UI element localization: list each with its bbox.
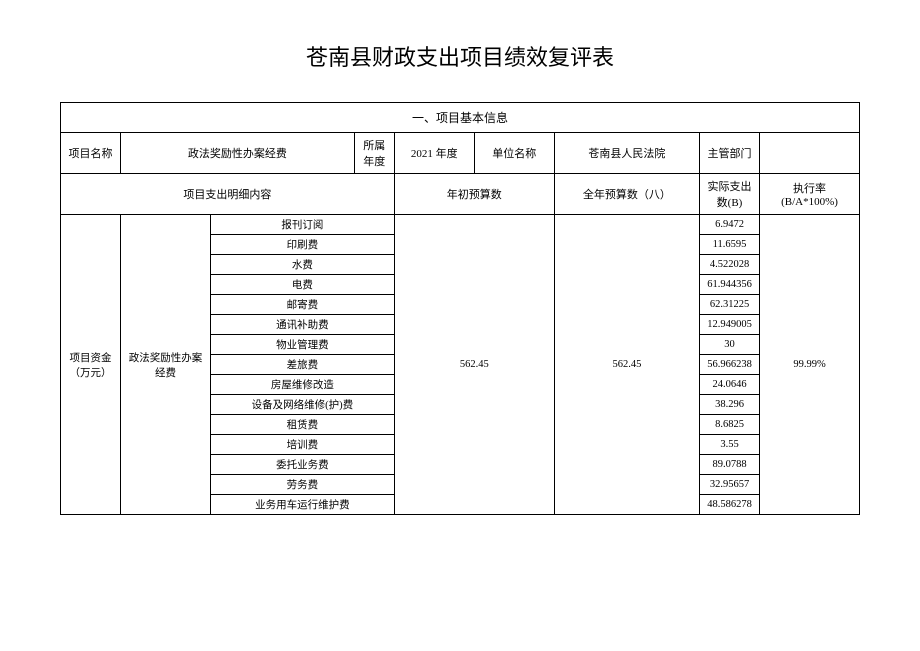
detail-amount: 4.522028 xyxy=(700,255,760,275)
detail-name: 差旅费 xyxy=(211,355,395,375)
detail-name: 通讯补助费 xyxy=(211,315,395,335)
detail-name: 培训费 xyxy=(211,435,395,455)
detail-name: 设备及网络维修(护)费 xyxy=(211,395,395,415)
detail-name: 劳务费 xyxy=(211,475,395,495)
detail-name: 房屋维修改造 xyxy=(211,375,395,395)
page-title: 苍南县财政支出项目绩效复评表 xyxy=(60,40,860,72)
evaluation-table: 一、项目基本信息 项目名称 政法奖励性办案经费 所属年度 2021 年度 单位名… xyxy=(60,102,860,515)
value-initial-budget: 562.45 xyxy=(394,215,554,515)
detail-amount: 32.95657 xyxy=(700,475,760,495)
detail-amount: 6.9472 xyxy=(700,215,760,235)
detail-name: 委托业务费 xyxy=(211,455,395,475)
detail-name: 租赁费 xyxy=(211,415,395,435)
label-project-funds: 项目资金（万元） xyxy=(61,215,121,515)
label-project-name: 项目名称 xyxy=(61,133,121,174)
label-execution-rate: 执行率(B/A*100%) xyxy=(760,174,860,215)
label-detail-content: 项目支出明细内容 xyxy=(61,174,395,215)
detail-amount: 11.6595 xyxy=(700,235,760,255)
detail-amount: 3.55 xyxy=(700,435,760,455)
label-year: 所属年度 xyxy=(354,133,394,174)
value-annual-budget: 562.45 xyxy=(554,215,699,515)
value-project-name: 政法奖励性办案经费 xyxy=(121,133,355,174)
detail-amount: 12.949005 xyxy=(700,315,760,335)
detail-name: 业务用车运行维护费 xyxy=(211,495,395,515)
detail-name: 报刊订阅 xyxy=(211,215,395,235)
detail-amount: 24.0646 xyxy=(700,375,760,395)
detail-amount: 61.944356 xyxy=(700,275,760,295)
detail-name: 邮寄费 xyxy=(211,295,395,315)
label-initial-budget: 年初预算数 xyxy=(394,174,554,215)
value-execution-rate: 99.99% xyxy=(760,215,860,515)
detail-amount: 48.586278 xyxy=(700,495,760,515)
value-year: 2021 年度 xyxy=(394,133,474,174)
detail-name: 水费 xyxy=(211,255,395,275)
label-supervisor: 主管部门 xyxy=(700,133,760,174)
detail-amount: 62.31225 xyxy=(700,295,760,315)
detail-amount: 30 xyxy=(700,335,760,355)
detail-amount: 8.6825 xyxy=(700,415,760,435)
detail-amount: 38.296 xyxy=(700,395,760,415)
section-header: 一、项目基本信息 xyxy=(61,103,860,133)
detail-name: 物业管理费 xyxy=(211,335,395,355)
label-annual-budget: 全年预算数（八） xyxy=(554,174,699,215)
value-supervisor xyxy=(760,133,860,174)
detail-name: 印刷费 xyxy=(211,235,395,255)
value-unit-name: 苍南县人民法院 xyxy=(554,133,699,174)
detail-name: 电费 xyxy=(211,275,395,295)
label-actual-expense: 实际支出数(B) xyxy=(700,174,760,215)
detail-amount: 56.966238 xyxy=(700,355,760,375)
detail-amount: 89.0788 xyxy=(700,455,760,475)
value-category: 政法奖励性办案经费 xyxy=(121,215,211,515)
label-unit-name: 单位名称 xyxy=(474,133,554,174)
